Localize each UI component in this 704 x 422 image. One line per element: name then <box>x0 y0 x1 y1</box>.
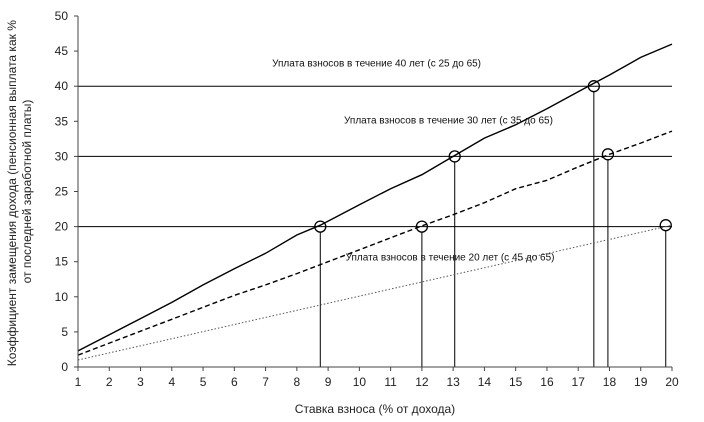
circle-marker <box>587 80 600 93</box>
y-axis-title-line-1: Коэффициент замещения дохода (пенсионная… <box>5 20 19 366</box>
x-tick-label: 6 <box>231 375 238 389</box>
x-tick-label: 20 <box>665 375 679 389</box>
series-line-2 <box>77 130 673 356</box>
circle-marker <box>415 220 429 233</box>
x-tick-label: 9 <box>325 375 332 389</box>
y-tick-label: 10 <box>55 290 69 304</box>
y-tick-label: 30 <box>55 149 69 163</box>
x-tick-label: 14 <box>478 375 492 389</box>
x-tick-label: 11 <box>384 375 397 389</box>
x-tick-label: 16 <box>540 375 554 389</box>
x-tick-label: 4 <box>168 375 175 389</box>
circle-marker <box>659 219 672 232</box>
y-tick-label: 40 <box>55 79 69 93</box>
y-tick-label: 50 <box>55 9 69 23</box>
tick-labels: 1 2 3 4 5 6 7 8 9 10 11 12 13 14 15 16 17 18 19 20051015202… <box>55 9 679 389</box>
y-tick-label: 0 <box>61 360 68 374</box>
series-annotations: Уплата взносов в течение 40 лет (с 25 до… <box>272 59 554 264</box>
y-axis-title-line-2: от последней заработной платы) <box>20 100 34 284</box>
x-tick-label: 17 <box>572 375 586 389</box>
marker-drop-lines <box>319 91 667 367</box>
y-tick-label: 35 <box>55 114 69 128</box>
series-annotation: Уплата взносов в течение 40 лет (с 25 до… <box>272 59 481 70</box>
y-tick-label: 5 <box>61 325 68 339</box>
x-tick-label: 13 <box>446 375 460 389</box>
series-line-3 <box>77 224 673 361</box>
series-annotation: Уплата взносов в течение 20 лет (с 45 до… <box>346 252 555 263</box>
series-line-1 <box>77 43 673 352</box>
y-tick-label: 45 <box>55 44 69 58</box>
y-tick-label: 20 <box>55 220 69 234</box>
y-axis-title: Коэффициент замещения дохода (пенсионная… <box>5 17 34 366</box>
circle-marker <box>448 150 461 163</box>
x-tick-label: 18 <box>603 375 617 389</box>
x-tick-label: 19 <box>634 375 648 389</box>
axes <box>74 15 673 371</box>
x-tick-label: 15 <box>509 375 523 389</box>
x-tick-label: 5 <box>200 375 207 389</box>
circle-marker <box>314 220 327 233</box>
x-tick-label: 10 <box>353 375 367 389</box>
reference-gridlines <box>78 85 672 228</box>
series-lines <box>77 43 673 361</box>
x-axis-title: Ставка взноса (% от дохода) <box>295 402 455 416</box>
series-annotation: Уплата взносов в течение 30 лет (с 35 до… <box>344 115 553 126</box>
circle-marker <box>601 148 615 161</box>
circle-markers <box>314 80 672 233</box>
x-tick-label: 7 <box>262 375 269 389</box>
x-tick-label: 12 <box>415 375 429 389</box>
x-tick-label: 8 <box>293 375 300 389</box>
y-tick-label: 15 <box>55 255 69 269</box>
x-tick-label: 2 <box>106 375 113 389</box>
x-tick-label: 3 <box>137 375 144 389</box>
y-tick-label: 25 <box>55 185 69 199</box>
x-tick-label: 1 <box>75 375 82 389</box>
